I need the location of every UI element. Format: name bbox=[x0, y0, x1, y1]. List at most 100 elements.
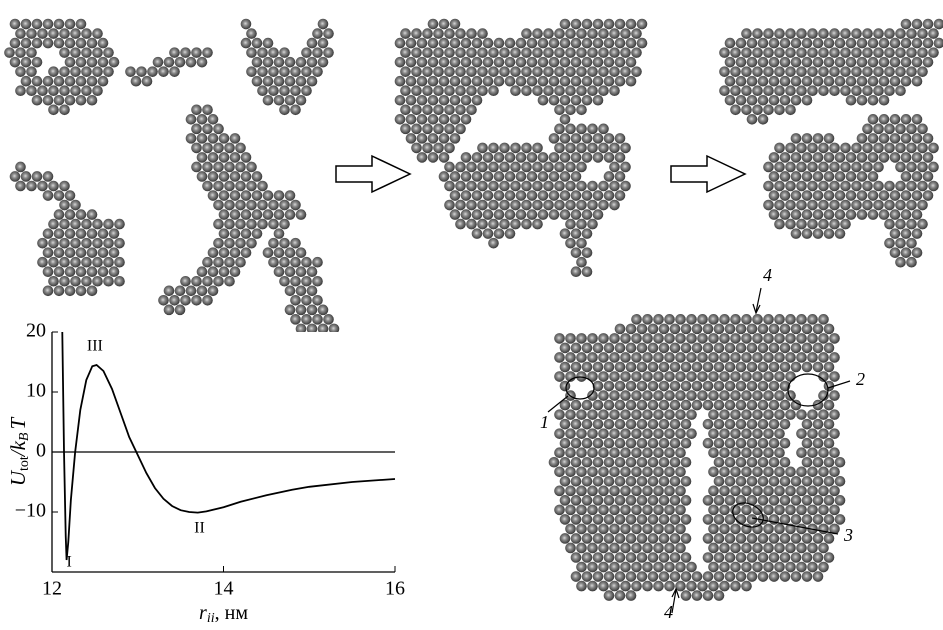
particle bbox=[65, 285, 76, 296]
particle bbox=[43, 76, 54, 87]
particle bbox=[736, 438, 747, 449]
particle bbox=[708, 333, 719, 344]
y-label-sub2: B bbox=[17, 432, 32, 441]
particle bbox=[840, 85, 851, 96]
particle bbox=[763, 371, 774, 382]
particle bbox=[92, 85, 103, 96]
particle bbox=[626, 476, 637, 487]
particle bbox=[835, 495, 846, 506]
particle bbox=[263, 57, 274, 68]
particle bbox=[895, 162, 906, 173]
particle bbox=[571, 400, 582, 411]
particle bbox=[873, 181, 884, 192]
particle bbox=[840, 162, 851, 173]
particle bbox=[521, 66, 532, 77]
particle bbox=[213, 219, 224, 230]
particle bbox=[560, 343, 571, 354]
particle bbox=[615, 171, 626, 182]
particle bbox=[785, 562, 796, 573]
particle bbox=[70, 219, 81, 230]
particle bbox=[681, 419, 692, 430]
particle bbox=[923, 133, 934, 144]
particle bbox=[114, 276, 125, 287]
particle bbox=[235, 181, 246, 192]
particle bbox=[516, 57, 527, 68]
particle bbox=[202, 295, 213, 306]
particle bbox=[565, 333, 576, 344]
particle bbox=[747, 476, 758, 487]
particle bbox=[626, 533, 637, 544]
particle bbox=[703, 514, 714, 525]
particle bbox=[433, 104, 444, 115]
particle bbox=[521, 143, 532, 154]
particle bbox=[615, 190, 626, 201]
particle bbox=[730, 466, 741, 477]
particle bbox=[455, 66, 466, 77]
particle bbox=[796, 562, 807, 573]
particle bbox=[774, 333, 785, 344]
particle bbox=[796, 314, 807, 325]
particle bbox=[758, 476, 769, 487]
particle bbox=[851, 28, 862, 39]
particle bbox=[637, 571, 648, 582]
particle bbox=[741, 505, 752, 516]
particle bbox=[642, 466, 653, 477]
particle bbox=[505, 190, 516, 201]
particle bbox=[268, 200, 279, 211]
particle bbox=[659, 476, 670, 487]
particle bbox=[560, 57, 571, 68]
particle bbox=[428, 114, 439, 125]
particle bbox=[461, 76, 472, 87]
particle bbox=[202, 47, 213, 58]
particle bbox=[884, 85, 895, 96]
particle bbox=[543, 47, 554, 58]
particle bbox=[626, 57, 637, 68]
particle bbox=[917, 47, 928, 58]
particle bbox=[560, 362, 571, 373]
particle bbox=[736, 571, 747, 582]
particle bbox=[642, 428, 653, 439]
particle bbox=[560, 514, 571, 525]
particle bbox=[752, 371, 763, 382]
particle bbox=[285, 57, 296, 68]
particle bbox=[499, 181, 510, 192]
x-axis-label: rii, нм bbox=[199, 602, 248, 627]
particle bbox=[703, 533, 714, 544]
particle bbox=[670, 438, 681, 449]
particle bbox=[747, 38, 758, 49]
particle bbox=[802, 76, 813, 87]
particle bbox=[730, 447, 741, 458]
particle bbox=[835, 190, 846, 201]
particle bbox=[708, 428, 719, 439]
particle bbox=[312, 66, 323, 77]
particle bbox=[890, 38, 901, 49]
particle bbox=[582, 19, 593, 30]
particle bbox=[620, 466, 631, 477]
particle bbox=[747, 362, 758, 373]
particle bbox=[582, 76, 593, 87]
particle bbox=[697, 333, 708, 344]
particle bbox=[565, 238, 576, 249]
particle bbox=[43, 95, 54, 106]
particle bbox=[884, 66, 895, 77]
particle bbox=[274, 95, 285, 106]
particle bbox=[598, 409, 609, 420]
curve-annotation: I bbox=[66, 554, 71, 571]
particle bbox=[549, 133, 560, 144]
particle bbox=[906, 47, 917, 58]
particle bbox=[488, 143, 499, 154]
particle bbox=[554, 447, 565, 458]
particle bbox=[648, 362, 659, 373]
particle bbox=[576, 486, 587, 497]
y-tick-label: 20 bbox=[26, 320, 46, 342]
particle bbox=[769, 324, 780, 335]
particle bbox=[598, 200, 609, 211]
particle bbox=[642, 562, 653, 573]
particle bbox=[593, 343, 604, 354]
particle bbox=[747, 400, 758, 411]
particle bbox=[576, 428, 587, 439]
particle bbox=[268, 66, 279, 77]
particle bbox=[868, 133, 879, 144]
particle bbox=[208, 266, 219, 277]
particle bbox=[186, 133, 197, 144]
